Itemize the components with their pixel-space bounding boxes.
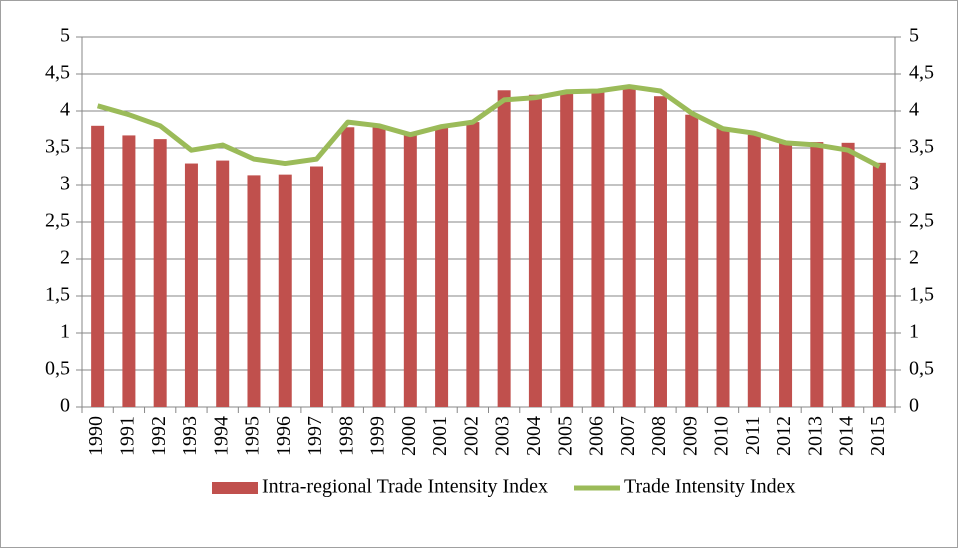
bar (528, 94, 542, 407)
bar (466, 122, 480, 407)
y-tick-label: 1 (60, 321, 70, 343)
bar (310, 166, 324, 407)
bar (184, 163, 198, 407)
x-tick-label: 2000 (398, 416, 420, 456)
bar (153, 139, 167, 407)
x-tick-label: 1992 (148, 416, 170, 456)
bar (372, 125, 386, 408)
y2-tick-label: 1,5 (909, 284, 934, 306)
x-tick-label: 2010 (711, 416, 733, 456)
bar (341, 127, 355, 407)
x-tick-label: 2005 (554, 416, 576, 456)
bar (216, 160, 230, 407)
legend-swatch (212, 482, 258, 494)
bar (435, 127, 449, 407)
bar (91, 125, 105, 408)
bar (685, 114, 699, 407)
y2-tick-label: 2,5 (909, 210, 934, 232)
x-tick-label: 2002 (460, 416, 482, 456)
x-tick-label: 1994 (210, 416, 232, 456)
bar (810, 142, 824, 407)
y-tick-label: 0 (60, 395, 70, 417)
y-tick-label: 1,5 (45, 284, 70, 306)
x-tick-label: 1997 (304, 416, 326, 456)
bar (560, 92, 574, 407)
x-tick-label: 2014 (836, 416, 858, 456)
x-tick-label: 2012 (773, 416, 795, 456)
y2-tick-label: 1 (909, 321, 919, 343)
x-tick-label: 1990 (85, 416, 107, 456)
bar (779, 142, 793, 407)
x-tick-label: 1993 (179, 416, 201, 456)
x-tick-label: 1998 (335, 416, 357, 456)
bar (278, 174, 292, 407)
y2-tick-label: 3 (909, 173, 919, 195)
legend-label: Trade Intensity Index (624, 476, 795, 498)
y-tick-label: 5 (60, 25, 70, 47)
x-tick-label: 1991 (116, 416, 138, 456)
bar (622, 88, 636, 408)
x-tick-label: 2008 (648, 416, 670, 456)
y-tick-label: 3,5 (45, 136, 70, 158)
bar (872, 162, 886, 407)
bar (591, 92, 605, 407)
legend-label: Intra-regional Trade Intensity Index (262, 476, 548, 498)
bar (122, 135, 136, 408)
y2-tick-label: 3,5 (909, 136, 934, 158)
y-tick-label: 4,5 (45, 62, 70, 84)
bar (841, 142, 855, 407)
y2-tick-label: 0 (909, 395, 919, 417)
bar (247, 175, 261, 407)
x-tick-label: 2006 (586, 416, 608, 456)
bar (747, 134, 761, 407)
x-tick-label: 1996 (273, 416, 295, 456)
x-tick-label: 2015 (867, 416, 889, 456)
x-tick-label: 2003 (492, 416, 514, 456)
y-tick-label: 0,5 (45, 358, 70, 380)
x-tick-label: 2001 (429, 416, 451, 456)
x-tick-label: 2013 (804, 416, 826, 456)
bar (653, 96, 667, 407)
x-tick-label: 2004 (523, 416, 545, 456)
y2-tick-label: 4,5 (909, 62, 934, 84)
x-tick-label: 1999 (367, 416, 389, 456)
x-tick-label: 2009 (679, 416, 701, 456)
x-tick-label: 2007 (617, 416, 639, 456)
line (96, 84, 881, 169)
x-tick-label: 1995 (242, 416, 264, 456)
y2-tick-label: 0,5 (909, 358, 934, 380)
bar (403, 134, 417, 407)
y-tick-label: 2 (60, 247, 70, 269)
y2-tick-label: 4 (909, 99, 919, 121)
y-tick-label: 3 (60, 173, 70, 195)
y-tick-label: 4 (60, 99, 70, 121)
x-tick-label: 2011 (742, 416, 764, 455)
bar (716, 128, 730, 407)
y-tick-label: 2,5 (45, 210, 70, 232)
y2-tick-label: 5 (909, 25, 919, 47)
y2-tick-label: 2 (909, 247, 919, 269)
bar (497, 90, 511, 407)
